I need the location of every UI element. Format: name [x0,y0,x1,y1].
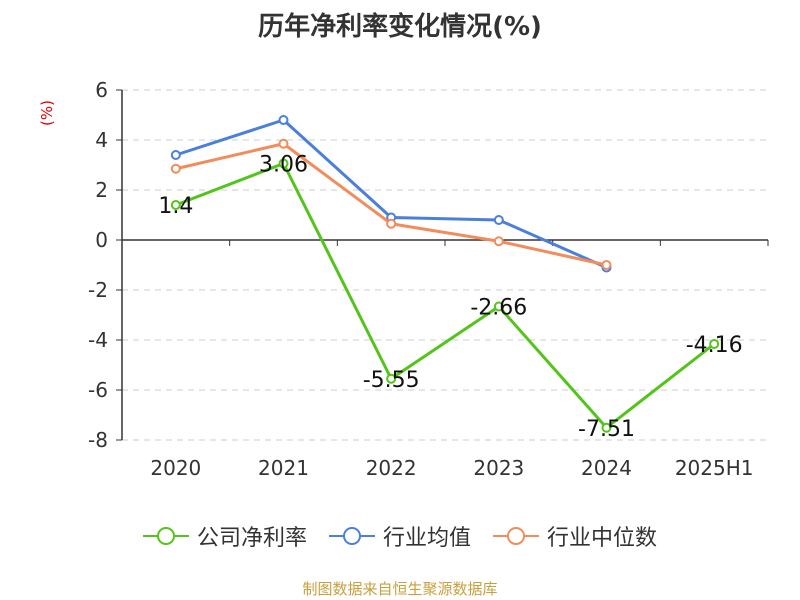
legend-item-company-net-margin[interactable]: 公司净利率 [142,520,307,552]
data-label: -5.55 [363,368,420,393]
legend-item-industry-median[interactable]: 行业中位数 [493,520,657,552]
x-tick-label: 2021 [258,456,309,480]
data-label: 1.4 [158,194,193,219]
series-line [175,142,607,267]
data-label: 3.06 [259,153,308,178]
data-label: -2.66 [470,296,527,321]
data-point [170,200,181,210]
y-tick-label: 4 [95,128,108,152]
data-point [493,236,504,247]
data-point [386,373,397,384]
data-source-footer: 制图数据来自恒生聚源数据库 [302,580,498,598]
y-tick-label: -8 [88,428,108,452]
y-tick-label: 0 [95,228,108,252]
data-point [493,215,504,225]
legend: 公司净利率 行业均值 行业中位数 [0,520,800,552]
series-line [175,162,716,430]
legend-label-industry-median: 行业中位数 [547,526,658,551]
data-label: -7.51 [578,417,635,442]
y-tick-label: -2 [88,278,108,302]
data-point [386,218,397,229]
x-tick-label: 2020 [150,456,201,480]
legend-label-company: 公司净利率 [196,526,307,551]
data-label: -4.16 [686,333,743,358]
legend-marker-industry-median-icon [493,527,539,545]
data-point [170,150,181,160]
legend-label-industry-mean: 行业均值 [382,526,471,551]
series-line [175,118,608,269]
data-point [709,339,720,349]
x-tick-label: 2025H1 [675,456,754,480]
data-point [278,115,289,125]
legend-marker-company-icon [142,527,189,545]
y-tick-label: -4 [88,328,108,352]
legend-marker-industry-mean-icon [328,527,375,545]
data-point [601,260,612,270]
x-tick-label: 2023 [473,456,524,480]
y-tick-label: 6 [95,78,108,102]
data-point [278,138,289,149]
x-tick-label: 2022 [366,456,417,480]
data-point [278,158,289,169]
data-point [170,163,181,174]
y-tick-label: -6 [88,378,108,402]
chart-title: 历年净利率变化情况(%) [258,12,542,42]
data-point [493,301,504,312]
data-point [601,422,612,433]
y-tick-label: 2 [95,178,108,202]
legend-item-industry-mean[interactable]: 行业均值 [328,520,471,552]
x-tick-label: 2024 [581,456,632,480]
